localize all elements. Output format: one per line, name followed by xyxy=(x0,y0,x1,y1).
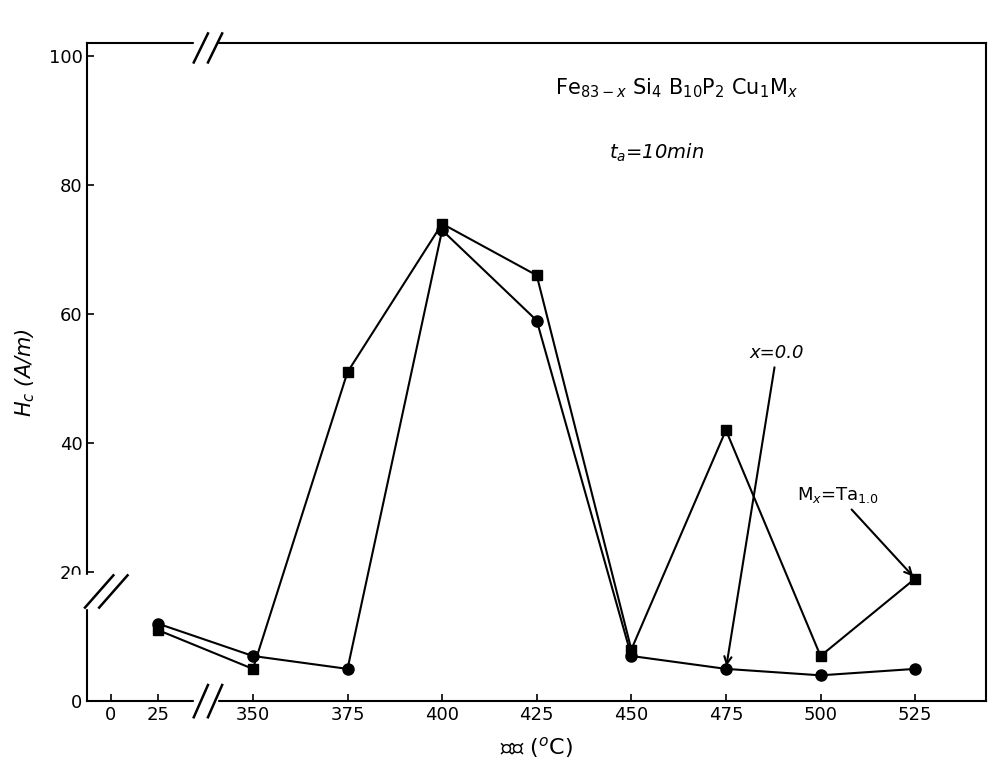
Text: $t_a$=10min: $t_a$=10min xyxy=(609,142,704,164)
Bar xyxy=(68,575,111,608)
Text: M$_x$=Ta$_{1.0}$: M$_x$=Ta$_{1.0}$ xyxy=(797,485,912,575)
Text: Fe$_{83-x}$ Si$_4$ B$_{10}$P$_2$ Cu$_1$M$_x$: Fe$_{83-x}$ Si$_4$ B$_{10}$P$_2$ Cu$_1$M… xyxy=(555,76,798,100)
Text: x=0.0: x=0.0 xyxy=(724,344,804,664)
X-axis label: 温度 ($^o$C): 温度 ($^o$C) xyxy=(500,735,573,760)
Bar xyxy=(194,11,217,63)
Bar xyxy=(194,669,217,734)
Y-axis label: $H_c$ (A/m): $H_c$ (A/m) xyxy=(14,327,37,416)
